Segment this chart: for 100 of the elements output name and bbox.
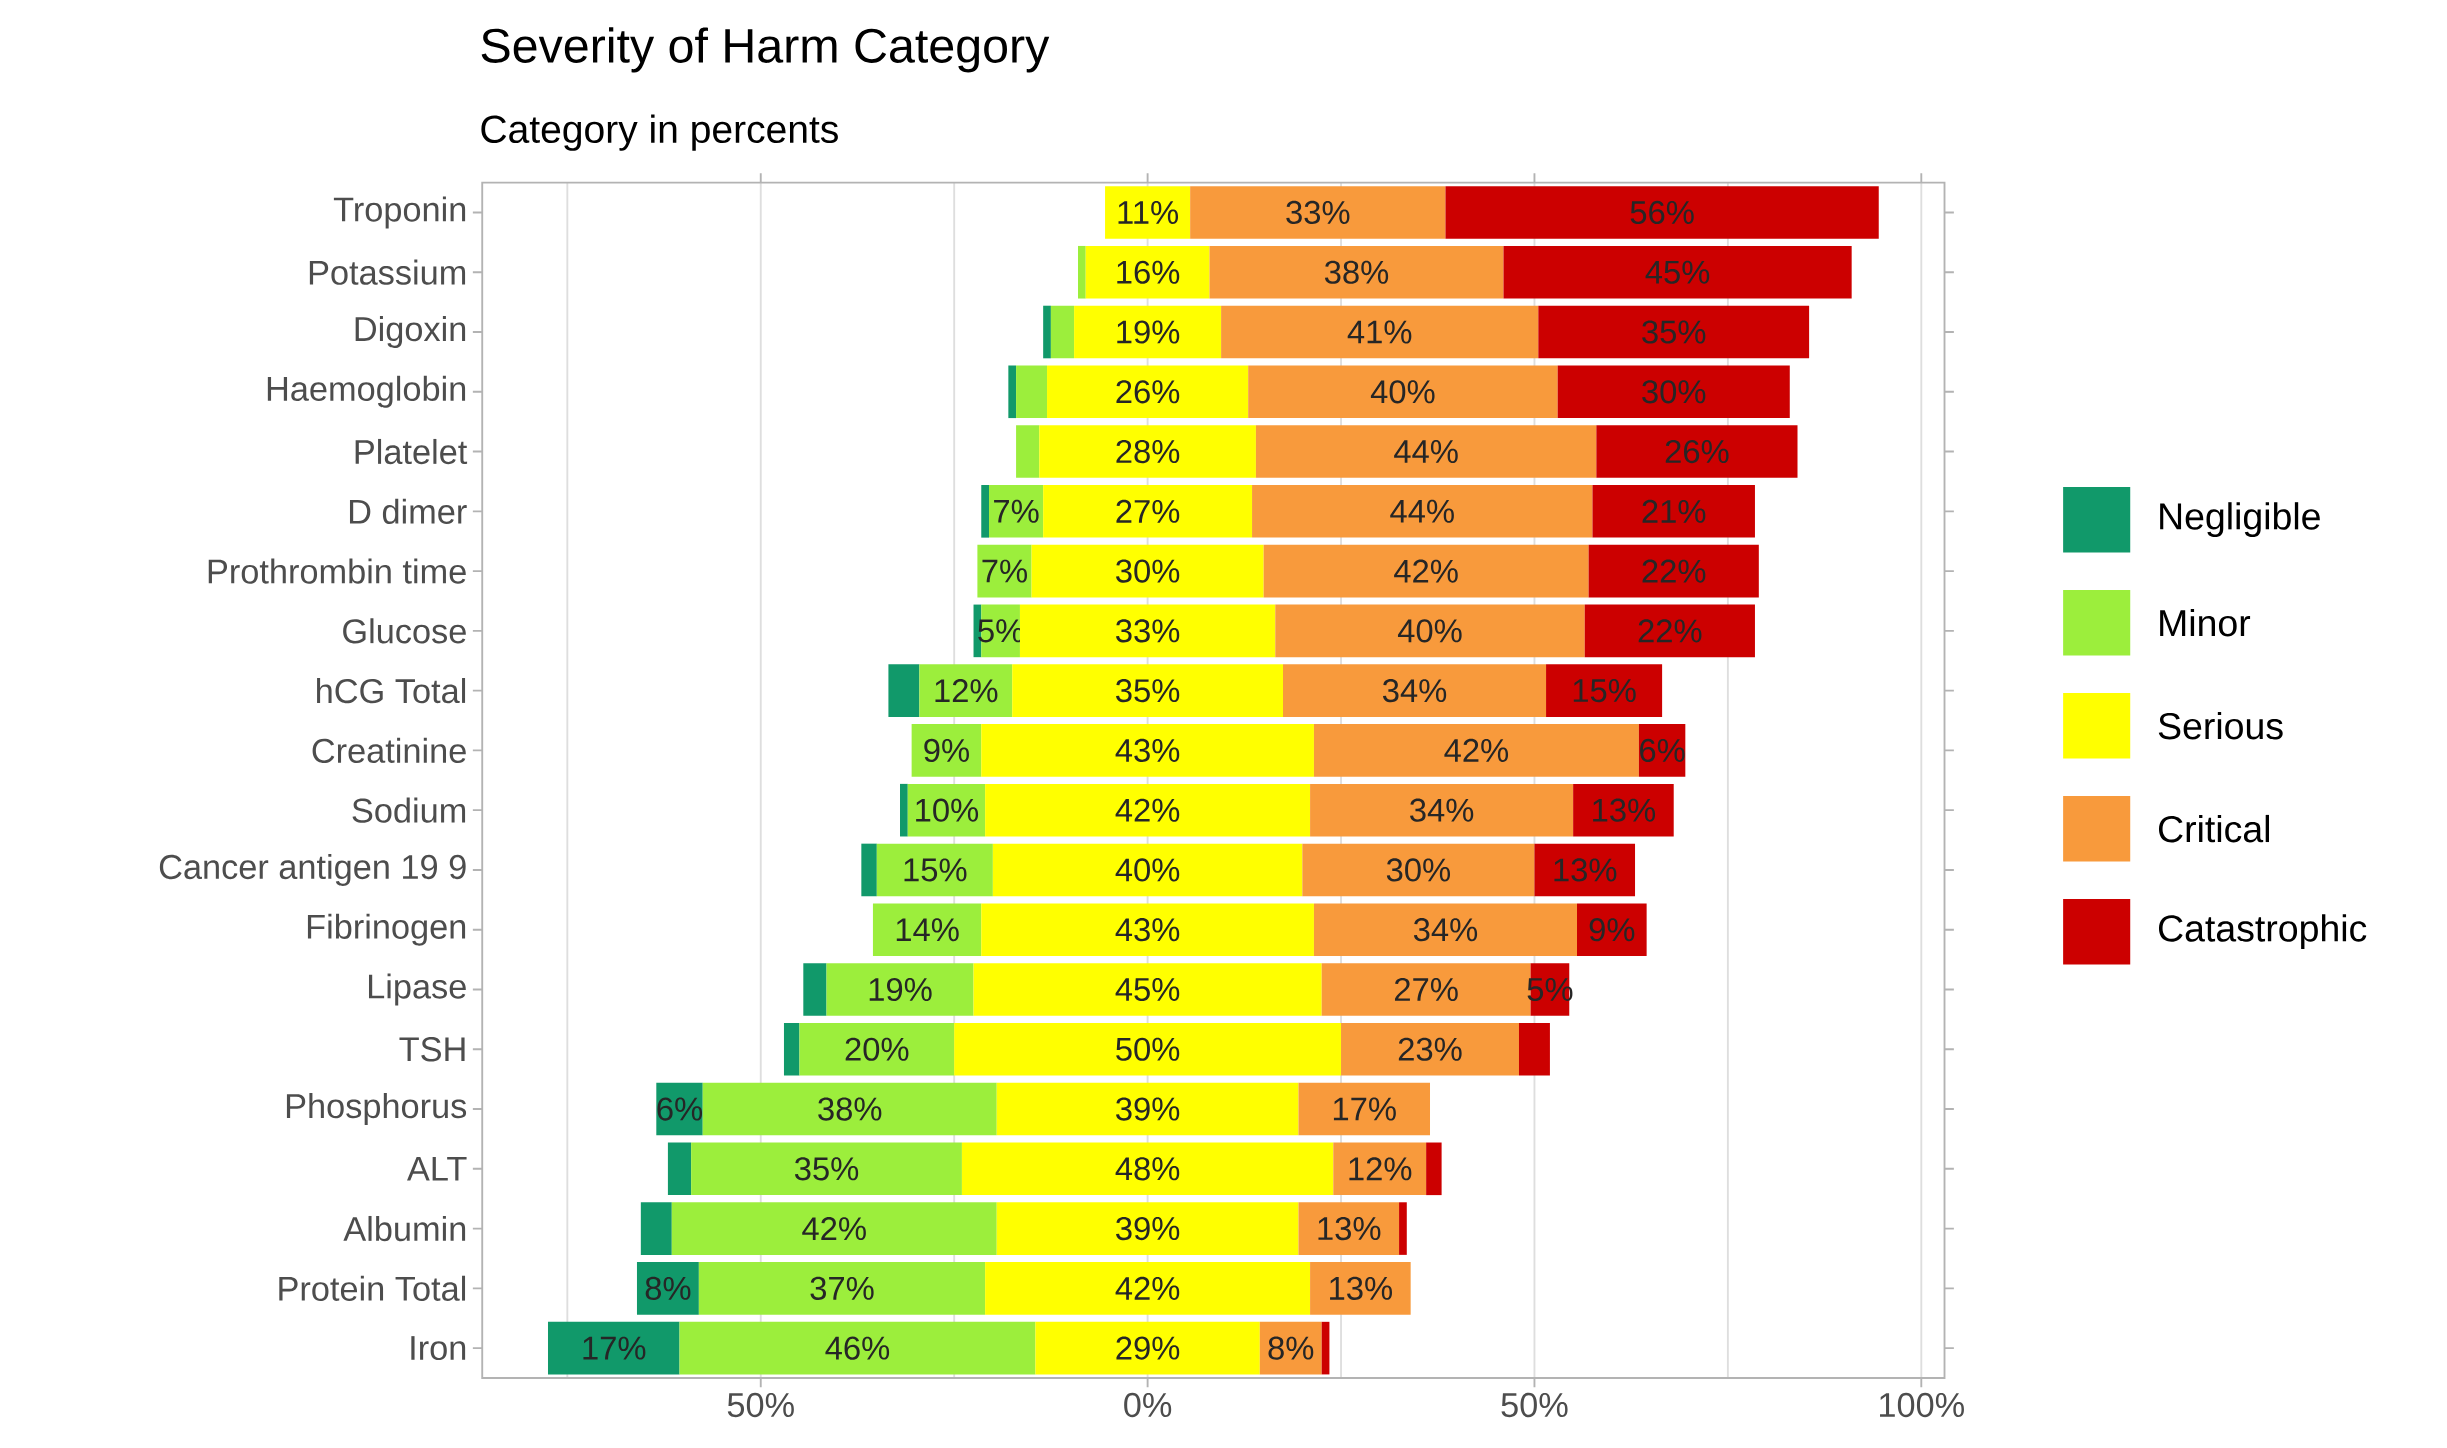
- data-label: 35%: [794, 1157, 859, 1181]
- y-tick-label: D dimer: [349, 498, 467, 524]
- x-tick-label: 50%: [727, 1392, 794, 1418]
- data-label: 39%: [1116, 1216, 1180, 1241]
- bar: [1085, 245, 1210, 299]
- data-label: 6%: [657, 1097, 703, 1121]
- bar: [1209, 245, 1504, 299]
- bar: [861, 843, 877, 897]
- y-tick-label: Fibrinogen: [307, 913, 466, 946]
- data-label: 13%: [1330, 1276, 1392, 1300]
- data-label: 10%: [916, 798, 979, 822]
- bar: [1534, 843, 1636, 897]
- data-label: 35%: [1116, 678, 1180, 703]
- bar: [679, 1321, 1036, 1375]
- bar: [547, 1321, 680, 1375]
- bar: [1538, 305, 1810, 359]
- data-label: 26%: [1116, 380, 1180, 404]
- x-tick-label: 50%: [1501, 1392, 1568, 1418]
- y-tick-label: TSH: [399, 1036, 465, 1062]
- bar: [1043, 484, 1253, 538]
- data-label: 17%: [583, 1336, 646, 1360]
- bar: [1190, 186, 1446, 239]
- bar: [1596, 425, 1798, 478]
- chart-subtitle: Category in percents: [481, 114, 838, 151]
- x-tick-label: 0%: [1124, 1392, 1172, 1418]
- data-label: 30%: [1116, 559, 1180, 583]
- bar: [981, 724, 1314, 777]
- data-label: 30%: [1642, 380, 1706, 404]
- data-label: 11%: [1118, 200, 1179, 224]
- y-tick-label: Glucose: [343, 618, 466, 644]
- bar: [876, 843, 993, 897]
- data-label: 8%: [1268, 1336, 1314, 1360]
- bar: [1074, 305, 1222, 359]
- bar: [872, 903, 982, 956]
- data-label: 14%: [896, 918, 959, 942]
- bar: [954, 1022, 1342, 1076]
- y-tick-label: Troponin: [333, 196, 466, 229]
- data-label: 16%: [1117, 260, 1180, 284]
- bar: [973, 963, 1322, 1016]
- data-label: 34%: [1413, 918, 1478, 942]
- bar: [671, 1202, 997, 1255]
- data-label: 35%: [1642, 320, 1706, 344]
- data-label: 48%: [1115, 1157, 1180, 1181]
- bar: [1047, 365, 1249, 418]
- bar: [1546, 664, 1663, 717]
- bar: [1283, 664, 1547, 717]
- bar: [1043, 305, 1051, 359]
- data-label: 40%: [1370, 380, 1435, 404]
- legend-label: Serious: [2158, 711, 2283, 740]
- data-label: 20%: [845, 1037, 909, 1061]
- data-label: 13%: [1593, 798, 1656, 822]
- legend-label: Negligible: [2160, 502, 2320, 538]
- bar: [1557, 365, 1790, 418]
- bar: [1077, 245, 1086, 299]
- data-label: 30%: [1386, 858, 1451, 882]
- bar: [1016, 425, 1040, 478]
- bar: [1031, 544, 1264, 598]
- data-label: 9%: [1589, 918, 1635, 942]
- legend-label: Catastrophic: [2158, 914, 2367, 950]
- bar: [1298, 1082, 1431, 1136]
- bar: [1592, 484, 1755, 538]
- bar: [636, 1261, 699, 1315]
- bar: [1275, 604, 1585, 658]
- data-label: 33%: [1116, 619, 1180, 643]
- bar: [667, 1142, 692, 1195]
- bar: [1313, 724, 1639, 777]
- data-label: 37%: [810, 1276, 874, 1300]
- bar: [919, 664, 1013, 717]
- data-label: 22%: [1642, 559, 1706, 583]
- data-label: 34%: [1382, 678, 1447, 703]
- y-tick-label: Iron: [411, 1336, 466, 1360]
- bar: [1298, 1202, 1400, 1255]
- bar: [702, 1082, 997, 1136]
- bar: [1503, 245, 1852, 299]
- data-label: 42%: [1444, 738, 1509, 762]
- data-label: 21%: [1642, 499, 1706, 523]
- data-label: 27%: [1394, 977, 1458, 1001]
- bar: [1588, 544, 1759, 598]
- data-label: 38%: [1324, 260, 1389, 284]
- bar: [803, 963, 827, 1016]
- legend-label: Critical: [2158, 814, 2269, 843]
- data-label: 40%: [1397, 619, 1462, 643]
- y-tick-label: Cancer antigen 19 9: [159, 853, 466, 886]
- bar: [981, 903, 1314, 956]
- data-label: 41%: [1347, 320, 1412, 344]
- y-tick-label: Creatinine: [312, 737, 466, 763]
- bar: [1035, 1321, 1260, 1375]
- data-label: 50%: [1116, 1037, 1180, 1061]
- data-label: 45%: [1115, 977, 1180, 1001]
- bar: [1050, 305, 1075, 359]
- data-label: 46%: [825, 1336, 890, 1360]
- y-tick-label: hCG Total: [317, 677, 466, 704]
- bar: [1310, 783, 1574, 837]
- bar: [977, 544, 1032, 598]
- y-tick-label: Sodium: [352, 797, 466, 823]
- bar: [1255, 425, 1597, 478]
- bar: [1221, 305, 1539, 359]
- data-label: 39%: [1116, 1097, 1180, 1121]
- data-label: 42%: [1115, 1276, 1180, 1300]
- bar: [1518, 1022, 1550, 1076]
